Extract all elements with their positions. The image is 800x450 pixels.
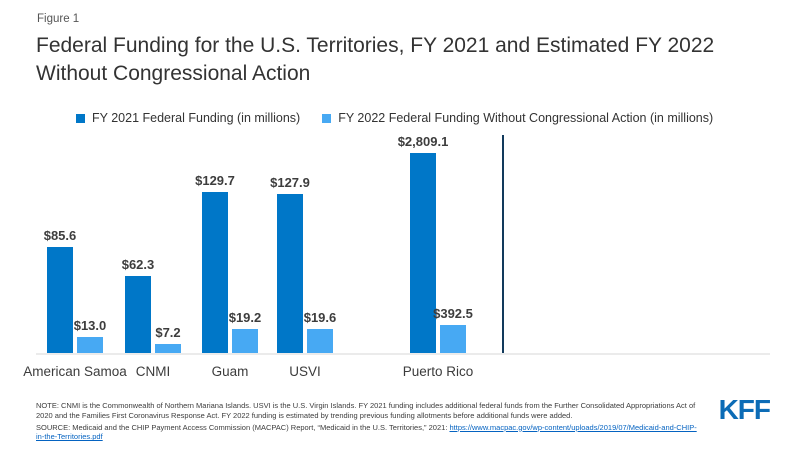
legend-swatch-icon	[322, 113, 332, 123]
legend-swatch-icon	[76, 113, 85, 123]
bar-column: $85.6	[44, 228, 76, 353]
source-text: SOURCE: Medicaid and the CHIP Payment Ac…	[36, 423, 704, 443]
footnotes: NOTE: CNMI is the Commonwealth of Northe…	[36, 401, 704, 444]
bar-usvi-series-1	[277, 194, 303, 353]
category-label-american-samoa: American Samoa	[23, 364, 127, 379]
bar-american-samoa-series-1	[47, 246, 73, 353]
bar-group-american-samoa: $85.6 $13.0 American Samoa	[23, 228, 127, 379]
bar-column: $19.2	[229, 310, 261, 353]
bar-value-label: $129.7	[195, 173, 235, 189]
category-label-guam: Guam	[211, 364, 249, 379]
bar-value-label: $7.2	[155, 325, 181, 341]
legend-label: FY 2021 Federal Funding (in millions)	[92, 111, 301, 125]
bar-cnmi-series-1	[125, 275, 151, 353]
bar-value-label: $13.0	[73, 317, 107, 333]
category-label-usvi: USVI	[289, 364, 321, 379]
category-label-puerto-rico: Puerto Rico	[402, 364, 474, 379]
bar-column: $19.6	[304, 310, 336, 353]
chart-plot-area: $85.6 $13.0 American Samoa $62.3 $7.2 CNMI $12…	[23, 133, 770, 379]
page-title: Federal Funding for the U.S. Territories…	[36, 34, 715, 85]
bar-group-usvi: $127.9 $19.6 USVI	[270, 175, 336, 379]
legend-item-fy-2022: FY 2022 Federal Funding Without Congress…	[322, 111, 713, 125]
bar-american-samoa-series-2	[77, 336, 103, 353]
bar-group-cnmi: $62.3 $7.2 CNMI	[122, 257, 181, 379]
legend-label: FY 2022 Federal Funding Without Congress…	[338, 111, 714, 125]
legend-item-fy-2021: FY 2021 Federal Funding (in millions)	[76, 111, 300, 125]
bar-column: $2,809.1	[398, 134, 448, 353]
bar-usvi-series-2	[307, 328, 333, 353]
bar-value-label: $19.6	[303, 309, 337, 325]
bar-group-guam: $129.7 $19.2 Guam	[195, 173, 261, 379]
bar-guam-series-1	[202, 192, 228, 353]
bar-column: $62.3	[122, 257, 154, 353]
bar-column: $7.2	[155, 325, 181, 353]
bar-value-label: $62.3	[121, 256, 155, 272]
chart-legend: FY 2021 Federal Funding (in millions) FY …	[76, 111, 713, 125]
source-link[interactable]: https://www.macpac.gov/wp-content/upload…	[36, 422, 697, 442]
bar-value-label: $19.2	[228, 310, 262, 326]
bar-value-label: $392.5	[433, 306, 473, 322]
bar-group-puerto-rico: $2,809.1 $392.5 Puerto Rico	[398, 134, 474, 379]
category-label-cnmi: CNMI	[135, 364, 171, 379]
bar-column: $127.9	[270, 175, 310, 353]
bar-column: $129.7	[195, 173, 235, 353]
bar-value-label: $2,809.1	[397, 134, 449, 149]
bar-puerto-rico-series-1	[410, 153, 436, 353]
bar-puerto-rico-series-2	[440, 325, 466, 353]
bar-cnmi-series-2	[155, 344, 181, 353]
figure-label: Figure 1	[37, 13, 80, 25]
kff-logo: KFF	[718, 394, 771, 425]
source-prefix: SOURCE: Medicaid and the CHIP Payment Ac…	[36, 422, 450, 432]
bar-value-label: $85.6	[43, 227, 77, 243]
note-text: NOTE: CNMI is the Commonwealth of Northe…	[36, 401, 696, 420]
bar-value-label: $127.9	[270, 175, 310, 191]
scale-divider-line	[502, 135, 504, 353]
bar-guam-series-2	[232, 329, 258, 353]
bar-column: $392.5	[433, 306, 473, 353]
bar-column: $13.0	[74, 318, 106, 353]
